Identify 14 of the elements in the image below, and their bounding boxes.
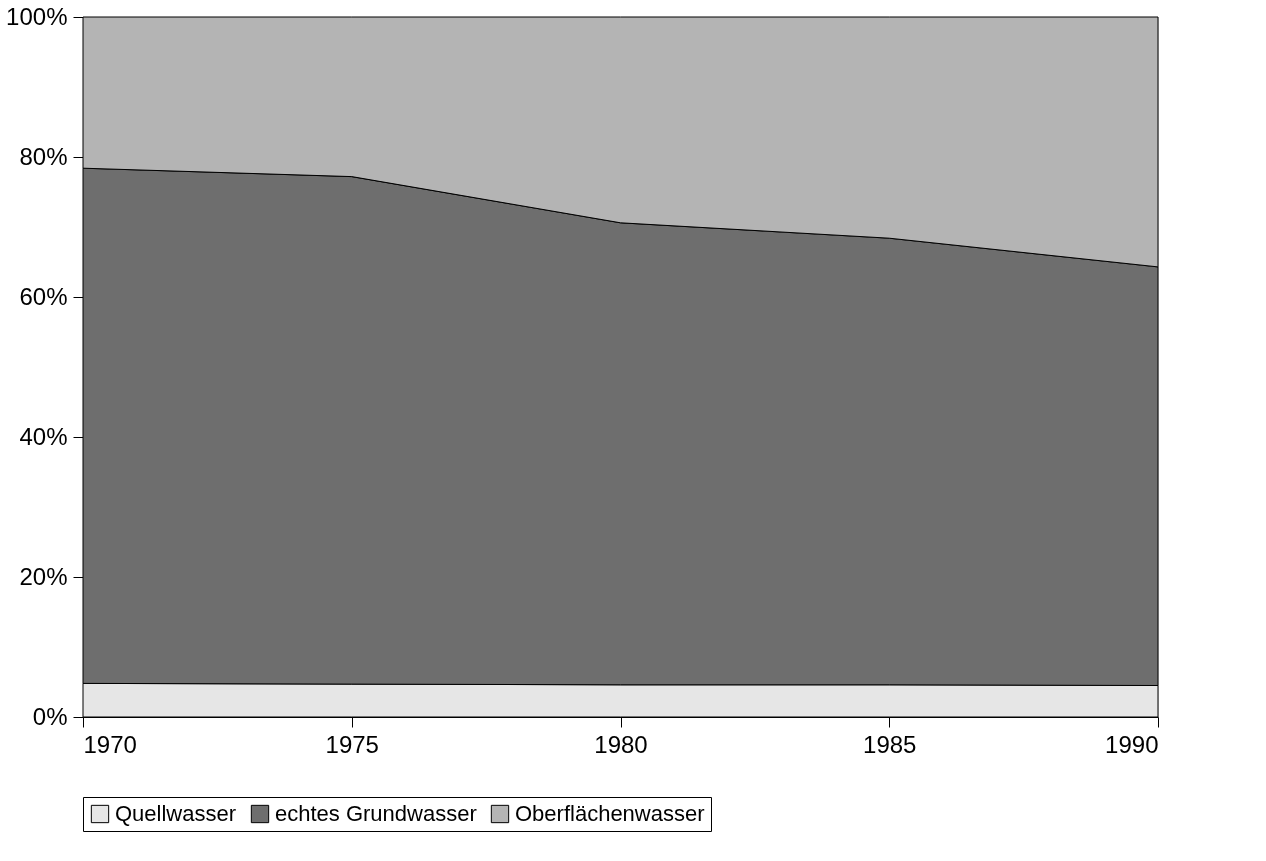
legend-label: Quellwasser: [115, 801, 237, 826]
legend-label: echtes Grundwasser: [275, 801, 477, 826]
y-tick-label: 0%: [32, 702, 68, 730]
y-tick-label: 20%: [19, 562, 68, 590]
y-tick-label: 80%: [19, 142, 68, 170]
x-tick-label: 1970: [83, 730, 137, 758]
legend-label: Oberflächenwasser: [515, 801, 705, 826]
y-tick-label: 40%: [19, 422, 68, 450]
y-tick-label: 100%: [6, 2, 68, 30]
x-tick-label: 1985: [863, 730, 917, 758]
x-tick-label: 1990: [1105, 730, 1159, 758]
x-tick-label: 1975: [325, 730, 379, 758]
y-tick-label: 60%: [19, 282, 68, 310]
x-tick-label: 1980: [594, 730, 648, 758]
